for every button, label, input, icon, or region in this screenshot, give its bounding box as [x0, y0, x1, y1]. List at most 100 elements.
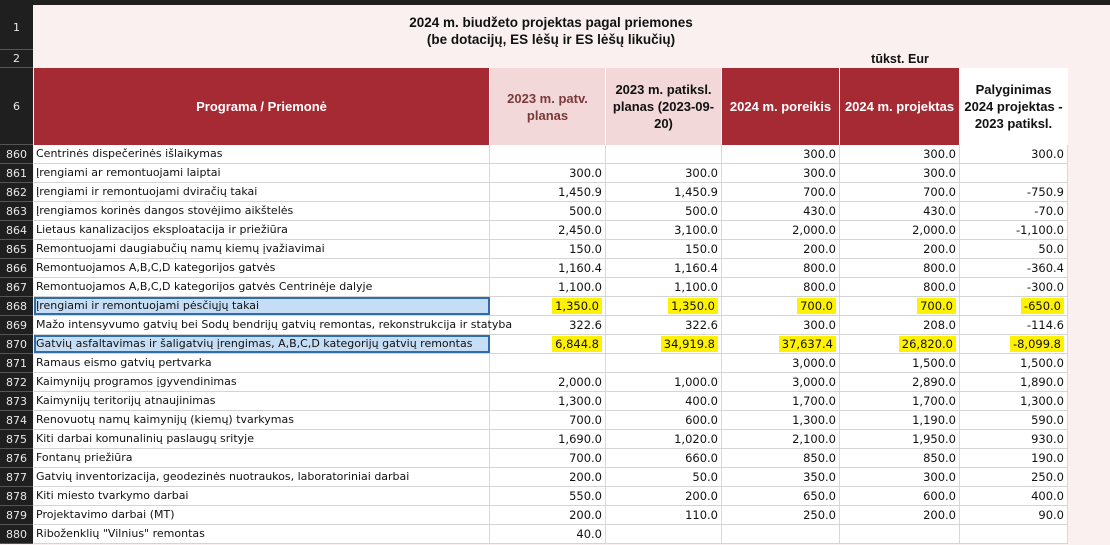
cell-priemone[interactable]: Įrengiami ir remontuojami pėsčiųjų takai: [34, 297, 490, 315]
cell-value[interactable]: 700.0: [722, 183, 840, 201]
row-header[interactable]: 863: [0, 202, 33, 221]
empty-column[interactable]: [1068, 145, 1110, 545]
cell-value[interactable]: 850.0: [840, 449, 960, 467]
row-header[interactable]: 869: [0, 316, 33, 335]
cell-priemone[interactable]: Ramaus eismo gatvių pertvarka: [34, 354, 490, 372]
cell-value[interactable]: 300.0: [840, 164, 960, 182]
cell-value[interactable]: 700.0: [490, 411, 606, 429]
cell-priemone[interactable]: Kiti miesto tvarkymo darbai: [34, 487, 490, 505]
cell-value[interactable]: 3,000.0: [722, 354, 840, 372]
cell-value[interactable]: 700.0: [840, 183, 960, 201]
cell-value[interactable]: -360.4: [960, 259, 1068, 277]
cell-value[interactable]: 430.0: [840, 202, 960, 220]
cell-value[interactable]: 300.0: [722, 145, 840, 163]
row-header[interactable]: 6: [0, 68, 33, 145]
cell-value[interactable]: 550.0: [490, 487, 606, 505]
cell-value[interactable]: 208.0: [840, 316, 960, 334]
cell-value[interactable]: 1,700.0: [840, 392, 960, 410]
cell-value[interactable]: 660.0: [606, 449, 722, 467]
cell-value[interactable]: 1,690.0: [490, 430, 606, 448]
cell-value[interactable]: 2,000.0: [840, 221, 960, 239]
cell-value[interactable]: 1,000.0: [606, 373, 722, 391]
cell-value[interactable]: 1,190.0: [840, 411, 960, 429]
cell-value[interactable]: 1,100.0: [490, 278, 606, 296]
cell-value[interactable]: 1,500.0: [840, 354, 960, 372]
cell-value[interactable]: 800.0: [840, 278, 960, 296]
cell-value[interactable]: 800.0: [722, 278, 840, 296]
cell-priemone[interactable]: Gatvių asfaltavimas ir šaligatvių įrengi…: [34, 335, 490, 353]
cell-value[interactable]: 430.0: [722, 202, 840, 220]
cell-value[interactable]: 1,950.0: [840, 430, 960, 448]
cell-value[interactable]: 1,300.0: [490, 392, 606, 410]
cell-value[interactable]: 2,450.0: [490, 221, 606, 239]
cell-priemone[interactable]: Kaimynijų programos įgyvendinimas: [34, 373, 490, 391]
row-header[interactable]: 871: [0, 354, 33, 373]
cell-value[interactable]: 110.0: [606, 506, 722, 524]
cell-value[interactable]: 26,820.0: [840, 335, 960, 353]
cell-value[interactable]: 34,919.8: [606, 335, 722, 353]
cell-value[interactable]: 200.0: [722, 240, 840, 258]
cell-value[interactable]: 1,450.9: [490, 183, 606, 201]
cell-value[interactable]: 1,020.0: [606, 430, 722, 448]
cell-value[interactable]: 2,000.0: [722, 221, 840, 239]
cell-priemone[interactable]: Įrengiami ir remontuojami dviračių takai: [34, 183, 490, 201]
cell-value[interactable]: 590.0: [960, 411, 1068, 429]
cell-value[interactable]: 150.0: [606, 240, 722, 258]
row-header[interactable]: 867: [0, 278, 33, 297]
cell-value[interactable]: 1,350.0: [490, 297, 606, 315]
cell-value[interactable]: [606, 354, 722, 372]
cell-value[interactable]: 2,000.0: [490, 373, 606, 391]
cell-value[interactable]: [722, 525, 840, 543]
cell-value[interactable]: 300.0: [722, 164, 840, 182]
cell-value[interactable]: 700.0: [490, 449, 606, 467]
cell-value[interactable]: 200.0: [840, 506, 960, 524]
row-header[interactable]: 880: [0, 525, 33, 544]
cell-value[interactable]: 650.0: [722, 487, 840, 505]
cell-value[interactable]: 850.0: [722, 449, 840, 467]
row-header[interactable]: 874: [0, 411, 33, 430]
cell-value[interactable]: 800.0: [840, 259, 960, 277]
cell-priemone[interactable]: Remontuojami daugiabučių namų kiemų įvaž…: [34, 240, 490, 258]
cell-priemone[interactable]: Riboženklių "Vilnius" remontas: [34, 525, 490, 543]
cell-value[interactable]: 1,890.0: [960, 373, 1068, 391]
cell-value[interactable]: 200.0: [606, 487, 722, 505]
cell-value[interactable]: 1,160.4: [606, 259, 722, 277]
cell-value[interactable]: 600.0: [606, 411, 722, 429]
cell-value[interactable]: -70.0: [960, 202, 1068, 220]
row-header[interactable]: 860: [0, 145, 33, 164]
header-palyginimas[interactable]: Palyginimas 2024 projektas - 2023 patiks…: [960, 68, 1068, 145]
cell-value[interactable]: 1,100.0: [606, 278, 722, 296]
cell-value[interactable]: 2,100.0: [722, 430, 840, 448]
cell-value[interactable]: 250.0: [722, 506, 840, 524]
row-header[interactable]: 1: [0, 5, 33, 50]
cell-priemone[interactable]: Įrengiami ar remontuojami laiptai: [34, 164, 490, 182]
cell-value[interactable]: 300.0: [606, 164, 722, 182]
cell-priemone[interactable]: Kiti darbai komunalinių paslaugų srityje: [34, 430, 490, 448]
row-header[interactable]: 868: [0, 297, 33, 316]
cell-value[interactable]: 1,700.0: [722, 392, 840, 410]
cell-value[interactable]: 1,300.0: [722, 411, 840, 429]
cell-value[interactable]: 200.0: [840, 240, 960, 258]
cell-value[interactable]: 200.0: [490, 506, 606, 524]
row-header[interactable]: 865: [0, 240, 33, 259]
cell-value[interactable]: 350.0: [722, 468, 840, 486]
row-header[interactable]: 877: [0, 468, 33, 487]
cell-value[interactable]: 600.0: [840, 487, 960, 505]
cell-value[interactable]: 50.0: [960, 240, 1068, 258]
cell-value[interactable]: 37,637.4: [722, 335, 840, 353]
cell-value[interactable]: 40.0: [490, 525, 606, 543]
row-header[interactable]: 861: [0, 164, 33, 183]
cell-value[interactable]: 700.0: [722, 297, 840, 315]
cell-value[interactable]: [960, 525, 1068, 543]
cell-value[interactable]: 400.0: [960, 487, 1068, 505]
cell-value[interactable]: -114.6: [960, 316, 1068, 334]
cell-value[interactable]: 190.0: [960, 449, 1068, 467]
cell-value[interactable]: 1,450.9: [606, 183, 722, 201]
cell-value[interactable]: 3,100.0: [606, 221, 722, 239]
cell-value[interactable]: 250.0: [960, 468, 1068, 486]
row-header[interactable]: 873: [0, 392, 33, 411]
cell-priemone[interactable]: Renovuotų namų kaimynijų (kiemų) tvarkym…: [34, 411, 490, 429]
cell-priemone[interactable]: Gatvių inventorizacija, geodezinės nuotr…: [34, 468, 490, 486]
header-programa[interactable]: Programa / Priemonė: [34, 68, 490, 145]
cell-value[interactable]: 400.0: [606, 392, 722, 410]
